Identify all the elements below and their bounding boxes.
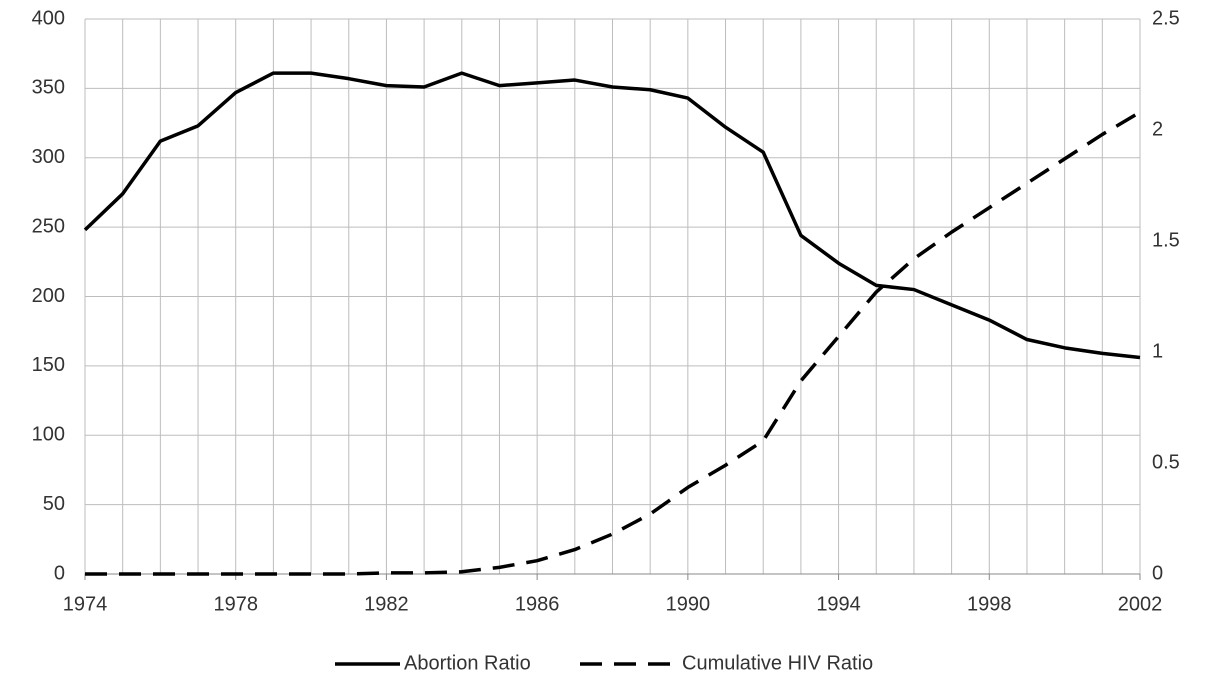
x-tick-label: 2002 (1118, 593, 1163, 615)
y2-tick-label: 2 (1152, 118, 1163, 140)
x-tick-label: 1982 (364, 593, 409, 615)
legend-label: Abortion Ratio (404, 652, 531, 674)
y2-tick-label: 0.5 (1152, 451, 1180, 473)
y2-tick-label: 0 (1152, 562, 1163, 584)
x-tick-label: 1974 (63, 593, 108, 615)
x-tick-label: 1998 (967, 593, 1012, 615)
y-tick-label: 400 (32, 7, 65, 29)
x-tick-label: 1978 (213, 593, 258, 615)
y2-tick-label: 1 (1152, 340, 1163, 362)
y-tick-label: 250 (32, 215, 65, 237)
y-tick-label: 0 (54, 562, 65, 584)
x-tick-label: 1986 (515, 593, 560, 615)
legend-label: Cumulative HIV Ratio (682, 652, 873, 674)
y2-tick-label: 2.5 (1152, 7, 1180, 29)
y-tick-label: 300 (32, 146, 65, 168)
series-line (85, 110, 1141, 576)
y-tick-label: 50 (43, 493, 65, 515)
x-tick-label: 1994 (816, 593, 861, 615)
y-tick-label: 350 (32, 77, 65, 99)
y-tick-label: 100 (32, 424, 65, 446)
y-tick-label: 150 (32, 354, 65, 376)
series-line (83, 71, 1141, 360)
y-tick-label: 200 (32, 285, 65, 307)
y2-tick-label: 1.5 (1152, 229, 1180, 251)
x-tick-label: 1990 (666, 593, 711, 615)
